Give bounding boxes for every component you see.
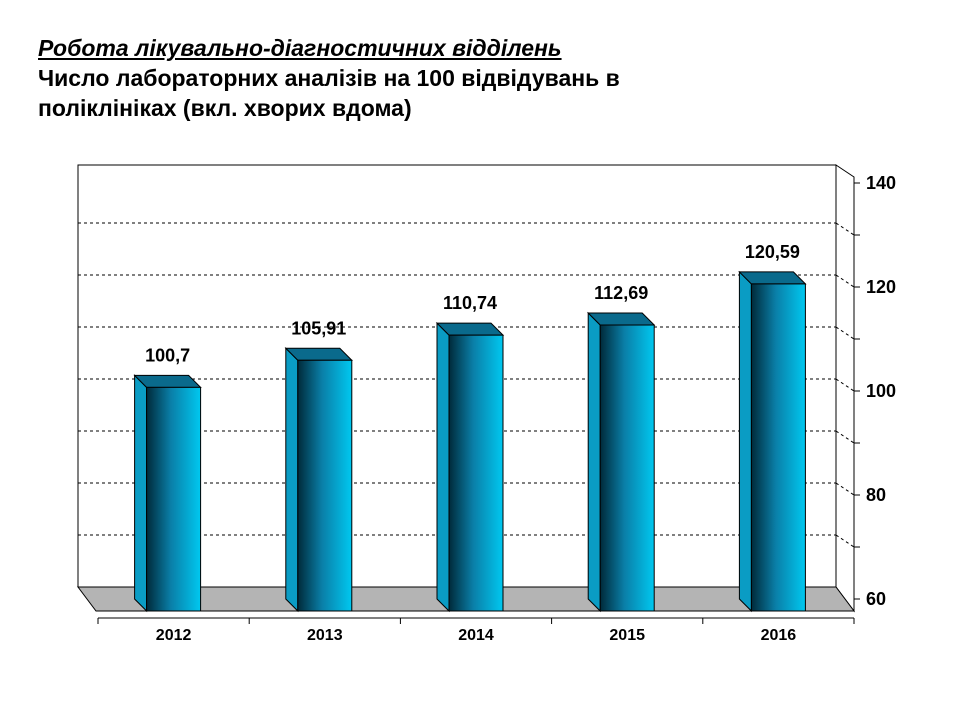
- bar-side-2013: [285, 347, 299, 613]
- data-label-2014: 110,74: [443, 293, 497, 313]
- gridline-side: [835, 378, 855, 392]
- y-tick-label: 120: [866, 277, 896, 297]
- bar-top-2016: [738, 271, 807, 285]
- bar-side-2016: [738, 270, 752, 613]
- heading-section-title: Робота лікувально-діагностичних відділен…: [38, 35, 562, 61]
- bar-2014: [448, 334, 504, 612]
- gridline-side: [835, 326, 855, 340]
- gridline-side: [835, 534, 855, 548]
- heading-chart-title: Число лабораторних аналізів на 100 відві…: [38, 65, 620, 121]
- bar-2016: [750, 283, 806, 612]
- x-tick-label-2016: 2016: [761, 627, 797, 644]
- x-tick-label-2015: 2015: [609, 627, 645, 644]
- data-label-2013: 105,91: [291, 318, 346, 338]
- bar-side-2012: [134, 374, 148, 613]
- chart-side-wall: [835, 164, 855, 613]
- bar-side-2015: [587, 311, 601, 613]
- gridline-side: [835, 430, 855, 444]
- bar-2015: [599, 324, 655, 612]
- data-label-2016: 120,59: [745, 242, 800, 262]
- gridline-side: [835, 222, 855, 236]
- chart-heading: Робота лікувально-діагностичних відділен…: [38, 34, 898, 123]
- x-tick-label-2012: 2012: [156, 627, 192, 644]
- bar-2013: [297, 359, 353, 612]
- bar-top-2014: [435, 322, 505, 336]
- gridline-side: [835, 274, 855, 288]
- x-tick-label-2014: 2014: [458, 627, 494, 644]
- y-tick-label: 100: [866, 381, 896, 401]
- bar-top-2012: [133, 374, 202, 388]
- bar-top-2013: [284, 347, 354, 361]
- bar-2012: [146, 386, 202, 612]
- x-tick-label-2013: 2013: [307, 627, 343, 644]
- gridline-side: [835, 482, 855, 496]
- data-label-2012: 100,7: [145, 345, 190, 365]
- y-tick-label: 80: [866, 485, 886, 505]
- y-tick-label: 60: [866, 589, 886, 609]
- y-tick-label: 140: [866, 173, 896, 193]
- bar-top-2015: [586, 312, 656, 326]
- bar-side-2014: [436, 321, 450, 613]
- data-label-2015: 112,69: [594, 283, 648, 303]
